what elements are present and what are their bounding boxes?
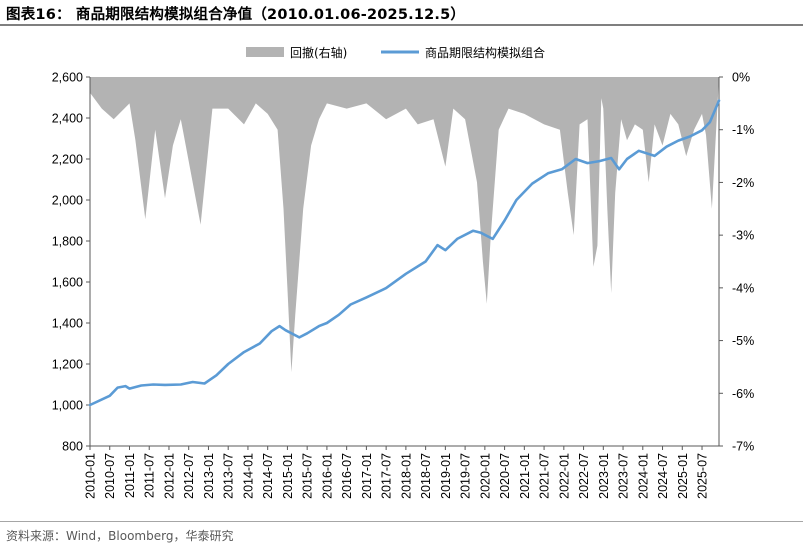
x-tick-label: 2011-07 (143, 453, 157, 498)
chart-title: 图表16： 商品期限结构模拟组合净值（2010.01.06-2025.12.5） (6, 7, 466, 23)
x-tick-label: 2018-07 (419, 453, 433, 499)
y-left-tick-label: 1,800 (52, 235, 83, 249)
x-tick-label: 2014-01 (241, 453, 255, 499)
x-tick-label: 2024-01 (636, 453, 650, 499)
x-tick-label: 2023-01 (597, 453, 611, 499)
y-right-tick-label: -4% (732, 281, 754, 295)
axes (86, 76, 723, 450)
x-tick-label: 2018-01 (399, 453, 413, 499)
x-tick-label: 2010-07 (103, 453, 117, 499)
x-tick-label: 2025-07 (696, 453, 710, 499)
x-tick-label: 2013-01 (202, 453, 216, 499)
x-tick-label: 2015-01 (281, 453, 295, 499)
y-left-tick-label: 1,200 (52, 358, 83, 372)
legend-label-drawdown: 回撤(右轴) (290, 45, 347, 60)
drawdown-area-series (90, 77, 719, 373)
x-tick-label: 2022-01 (557, 453, 571, 499)
y-left-tick-label: 2,600 (52, 71, 83, 85)
x-tick-label: 2020-01 (478, 453, 492, 499)
x-tick-label: 2021-07 (538, 453, 552, 499)
x-tick-label: 2015-07 (301, 453, 315, 499)
x-tick-label: 2017-07 (380, 453, 394, 499)
x-axis-labels: 2010-01 2010-07 2011-01 2011-07 2012-01 2012-… (84, 453, 710, 499)
y-left-tick-label: 1,400 (52, 317, 83, 331)
nav-line (88, 99, 721, 407)
x-tick-label: 2012-01 (162, 453, 176, 499)
y-axis-right-labels: -7% -6% -5% -4% -3% -2% -1% 0% (732, 71, 754, 454)
y-right-tick-label: 0% (732, 71, 750, 85)
y-left-tick-label: 800 (62, 440, 83, 454)
x-tick-label: 2016-01 (320, 453, 334, 499)
y-right-tick-label: -6% (732, 387, 754, 401)
y-left-tick-label: 2,400 (52, 112, 83, 126)
x-tick-label: 2025-01 (676, 453, 690, 499)
x-tick-label: 2019-07 (459, 453, 473, 499)
legend-label-nav: 商品期限结构模拟组合 (425, 45, 545, 60)
x-tick-label: 2023-07 (617, 453, 631, 499)
y-axis-left-labels: 800 1,000 1,200 1,400 1,600 1,800 2,000 2,200 2,… (52, 71, 83, 454)
y-right-tick-label: -3% (732, 229, 754, 243)
x-tick-label: 2013-07 (222, 453, 236, 499)
y-left-tick-label: 1,600 (52, 276, 83, 290)
x-tick-label: 2016-07 (340, 453, 354, 499)
footer-rule (0, 521, 803, 522)
y-left-tick-label: 2,000 (52, 194, 83, 208)
x-tick-label: 2011-01 (123, 453, 137, 498)
drawdown-area (90, 77, 719, 373)
chart-canvas: 回撤(右轴) 商品期限结构模拟组合 800 1,000 1,200 1,400 1,60… (52, 45, 755, 499)
source-note: 资料来源：Wind，Bloomberg，华泰研究 (6, 529, 234, 543)
x-tick-label: 2021-01 (518, 453, 532, 499)
x-tick-label: 2022-07 (577, 453, 591, 499)
y-right-tick-label: -7% (732, 440, 754, 454)
legend-swatch-drawdown (246, 47, 284, 57)
x-tick-label: 2020-07 (498, 453, 512, 499)
y-right-tick-label: -5% (732, 334, 754, 348)
y-right-tick-label: -2% (732, 176, 754, 190)
x-tick-label: 2017-01 (360, 453, 374, 499)
x-tick-label: 2019-01 (439, 453, 453, 499)
nav-line-series (88, 99, 721, 407)
y-left-tick-label: 2,200 (52, 153, 83, 167)
y-right-tick-label: -1% (732, 123, 754, 137)
x-tick-label: 2012-07 (182, 453, 196, 499)
y-left-tick-label: 1,000 (52, 399, 83, 413)
x-tick-label: 2014-07 (261, 453, 275, 499)
x-tick-label: 2024-07 (656, 453, 670, 499)
legend: 回撤(右轴) 商品期限结构模拟组合 (246, 45, 545, 60)
x-tick-label: 2010-01 (84, 453, 98, 499)
title-rule (0, 24, 803, 26)
